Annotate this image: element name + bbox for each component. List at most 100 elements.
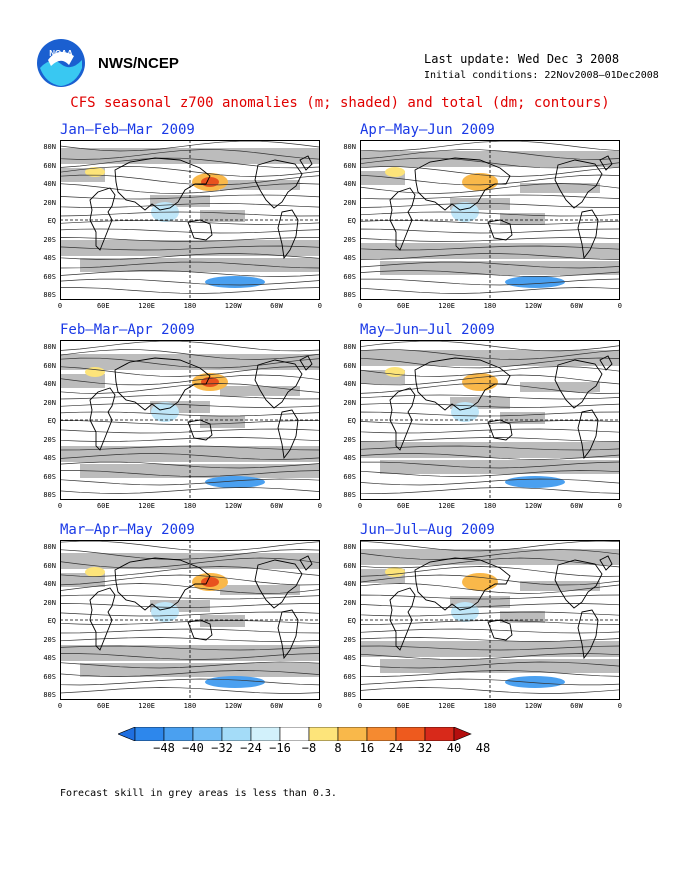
contour-line [60, 437, 320, 442]
coastline [277, 609, 299, 660]
lat-label: 60S [343, 272, 356, 281]
lat-label: 40N [43, 580, 56, 588]
lon-label: 120W [224, 702, 242, 710]
lon-label: 180 [183, 302, 197, 310]
colorbar-arrow-high [453, 726, 472, 742]
contour-line [60, 645, 320, 651]
lat-label: 80N [43, 343, 56, 351]
coastline [277, 209, 299, 260]
contour-line [60, 374, 320, 386]
lat-label: 80N [343, 343, 356, 351]
positive-anomaly [385, 567, 405, 577]
coastline [599, 355, 613, 371]
lon-label: 120W [524, 302, 542, 310]
contour-line [360, 403, 620, 408]
coastline [577, 609, 599, 660]
lon-label: 0 [617, 302, 622, 310]
contour-line [360, 394, 620, 400]
contour-line [360, 287, 620, 294]
lon-label: 60W [270, 702, 283, 710]
contour-line [360, 237, 620, 242]
positive-anomaly [462, 173, 498, 191]
lat-label: 20N [43, 198, 56, 207]
low-skill-area [60, 446, 320, 462]
lat-label: 80N [343, 543, 356, 551]
contour-line [60, 478, 320, 486]
contour-line [360, 357, 620, 369]
contour-line [360, 566, 620, 577]
contour-line [360, 637, 620, 642]
lon-label: 60W [570, 502, 583, 510]
lat-label: 80N [43, 543, 56, 551]
low-skill-area [360, 151, 620, 167]
contour-line [60, 366, 320, 377]
contour-line [60, 253, 320, 260]
contour-line [360, 645, 620, 651]
contour-line [360, 366, 620, 377]
lon-label: 60E [96, 702, 110, 710]
low-skill-area [80, 663, 320, 677]
lat-label: 80S [343, 291, 356, 299]
contour-line [60, 445, 320, 451]
lat-label: 40S [343, 654, 356, 662]
contour-line [360, 278, 620, 286]
coastline [599, 155, 613, 171]
lat-label: 80S [43, 691, 56, 699]
lon-label: 120E [138, 502, 156, 510]
lat-label: 20S [43, 235, 56, 244]
contour-line [360, 540, 620, 552]
contour-line [360, 611, 620, 617]
contour-line [360, 620, 620, 625]
contour-line [60, 453, 320, 460]
low-skill-area [200, 210, 245, 222]
contour-line [360, 228, 620, 234]
lat-label: EQ [347, 617, 356, 625]
lat-label: 60S [43, 472, 56, 481]
contour-line [60, 583, 320, 594]
lat-label: 60S [343, 672, 356, 681]
contour-line [360, 670, 620, 677]
contour-line [360, 437, 620, 442]
lat-label: 80S [343, 691, 356, 699]
lon-label: 60E [96, 302, 110, 310]
lon-label: 120E [138, 302, 156, 310]
positive-anomaly-core [201, 177, 219, 187]
negative-anomaly [505, 276, 565, 288]
contour-line [60, 461, 320, 469]
low-skill-area [80, 258, 320, 272]
map-panel-jja [360, 540, 620, 700]
colorbar-label: 40 [446, 741, 462, 755]
coastline [114, 557, 211, 611]
colorbar-swatch [134, 726, 165, 742]
contour-line [60, 357, 320, 369]
panel-title-fma: Feb–Mar–Apr 2009 [60, 322, 195, 338]
colorbar-swatch [308, 726, 339, 742]
negative-anomaly [505, 476, 565, 488]
map-frame [60, 140, 320, 300]
lat-label: 80N [343, 143, 356, 151]
lat-label: 60S [43, 672, 56, 681]
lat-label: 20S [43, 435, 56, 444]
contour-line [60, 603, 320, 608]
lon-label: 120E [438, 502, 456, 510]
colorbar-label: 8 [334, 741, 342, 755]
map-frame [360, 540, 620, 700]
low-skill-area [220, 180, 300, 190]
contour-line [360, 157, 620, 169]
colorbar-swatch [279, 726, 310, 742]
positive-anomaly [385, 167, 405, 177]
page-title: CFS seasonal z700 anomalies (m; shaded) … [70, 95, 610, 111]
lon-label: 60E [396, 302, 410, 310]
lat-label: 20N [343, 398, 356, 407]
low-skill-area [220, 386, 300, 396]
noaa-logo-icon: NOAA [36, 38, 86, 88]
contour-line [60, 278, 320, 286]
lon-label: 180 [183, 702, 197, 710]
lon-label: 0 [617, 502, 622, 510]
coastline [554, 159, 603, 209]
contour-line [60, 470, 320, 477]
contour-line [60, 411, 320, 417]
lat-label: 20N [343, 598, 356, 607]
contour-line [60, 203, 320, 208]
map-frame [360, 140, 620, 300]
